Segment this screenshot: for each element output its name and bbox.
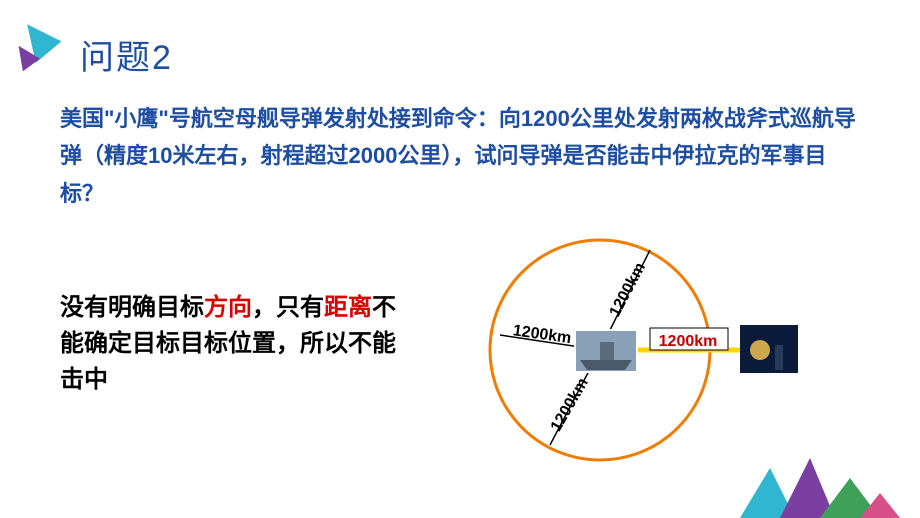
problem-text: 美国"小鹰"号航空母舰导弹发射处接到命令：向1200公里处发射两枚战斧式巡航导弹…	[60, 100, 860, 212]
decor-top-left	[10, 20, 70, 80]
ship-image	[575, 330, 637, 372]
target-image	[740, 325, 798, 373]
distance-label: 1200km	[512, 322, 573, 347]
slide-title: 问题2	[80, 30, 173, 79]
ans-p1c: ，只有	[252, 294, 324, 321]
body-d1: 1200	[521, 106, 570, 131]
ans-p1d: 距离	[324, 294, 372, 321]
answer-text: 没有明确目标方向，只有距离不能确定目标目标位置，所以不能击中	[60, 290, 400, 398]
distance-label: 1200km	[659, 333, 718, 350]
body-mid2: 米左右，射程超过	[173, 143, 349, 168]
range-diagram: 1200km 1200km 1200km 1200km	[420, 220, 880, 480]
body-prefix: 美国"小鹰"号航空母舰导弹发射处接到命令：向	[60, 106, 521, 131]
distance-label: 1200km	[548, 375, 592, 434]
ans-p1a: 没有明确目标	[60, 294, 204, 321]
title-text: 问题2	[80, 39, 173, 77]
distance-label: 1200km	[606, 260, 649, 320]
body-d2: 10	[148, 143, 172, 168]
body-d3: 2000	[349, 143, 398, 168]
ans-p1b: 方向	[204, 294, 252, 321]
decor-bottom-right	[740, 448, 900, 518]
